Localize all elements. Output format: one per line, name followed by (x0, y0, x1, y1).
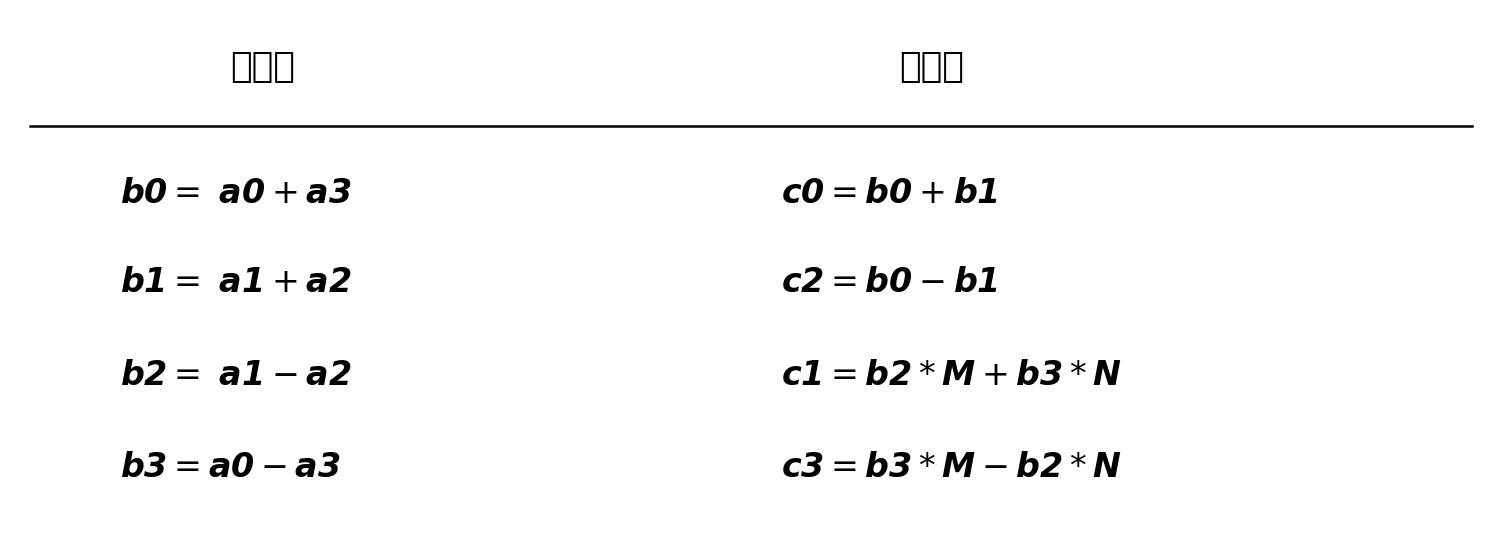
Text: $\mathbfit{b3}=\mathbfit{a0}-\mathbfit{a3}$: $\mathbfit{b3}=\mathbfit{a0}-\mathbfit{a… (120, 451, 341, 484)
Text: $\mathbfit{b2}=\ \mathbfit{a1}-\mathbfit{a2}$: $\mathbfit{b2}=\ \mathbfit{a1}-\mathbfit… (120, 359, 351, 391)
Text: $\mathbfit{b0}=\ \mathbfit{a0}+\mathbfit{a3}$: $\mathbfit{b0}=\ \mathbfit{a0}+\mathbfit… (120, 177, 351, 209)
Text: $\mathbfit{c2}=\mathbfit{b0}-\mathbfit{b1}$: $\mathbfit{c2}=\mathbfit{b0}-\mathbfit{b… (781, 267, 999, 299)
Text: $\mathbfit{c1}=\mathbfit{b2}*\mathbfit{M}+\mathbfit{b3}*\mathbfit{N}$: $\mathbfit{c1}=\mathbfit{b2}*\mathbfit{M… (781, 359, 1122, 391)
Text: $\mathbfit{c0}=\mathbfit{b0}+\mathbfit{b1}$: $\mathbfit{c0}=\mathbfit{b0}+\mathbfit{b… (781, 177, 999, 209)
Text: $\mathbfit{c3}=\mathbfit{b3}*\mathbfit{M}-\mathbfit{b2}*\mathbfit{N}$: $\mathbfit{c3}=\mathbfit{b3}*\mathbfit{M… (781, 451, 1122, 484)
Text: 第一步: 第一步 (230, 50, 296, 84)
Text: 第二步: 第二步 (898, 50, 964, 84)
Text: $\mathbfit{b1}=\ \mathbfit{a1}+\mathbfit{a2}$: $\mathbfit{b1}=\ \mathbfit{a1}+\mathbfit… (120, 267, 351, 299)
